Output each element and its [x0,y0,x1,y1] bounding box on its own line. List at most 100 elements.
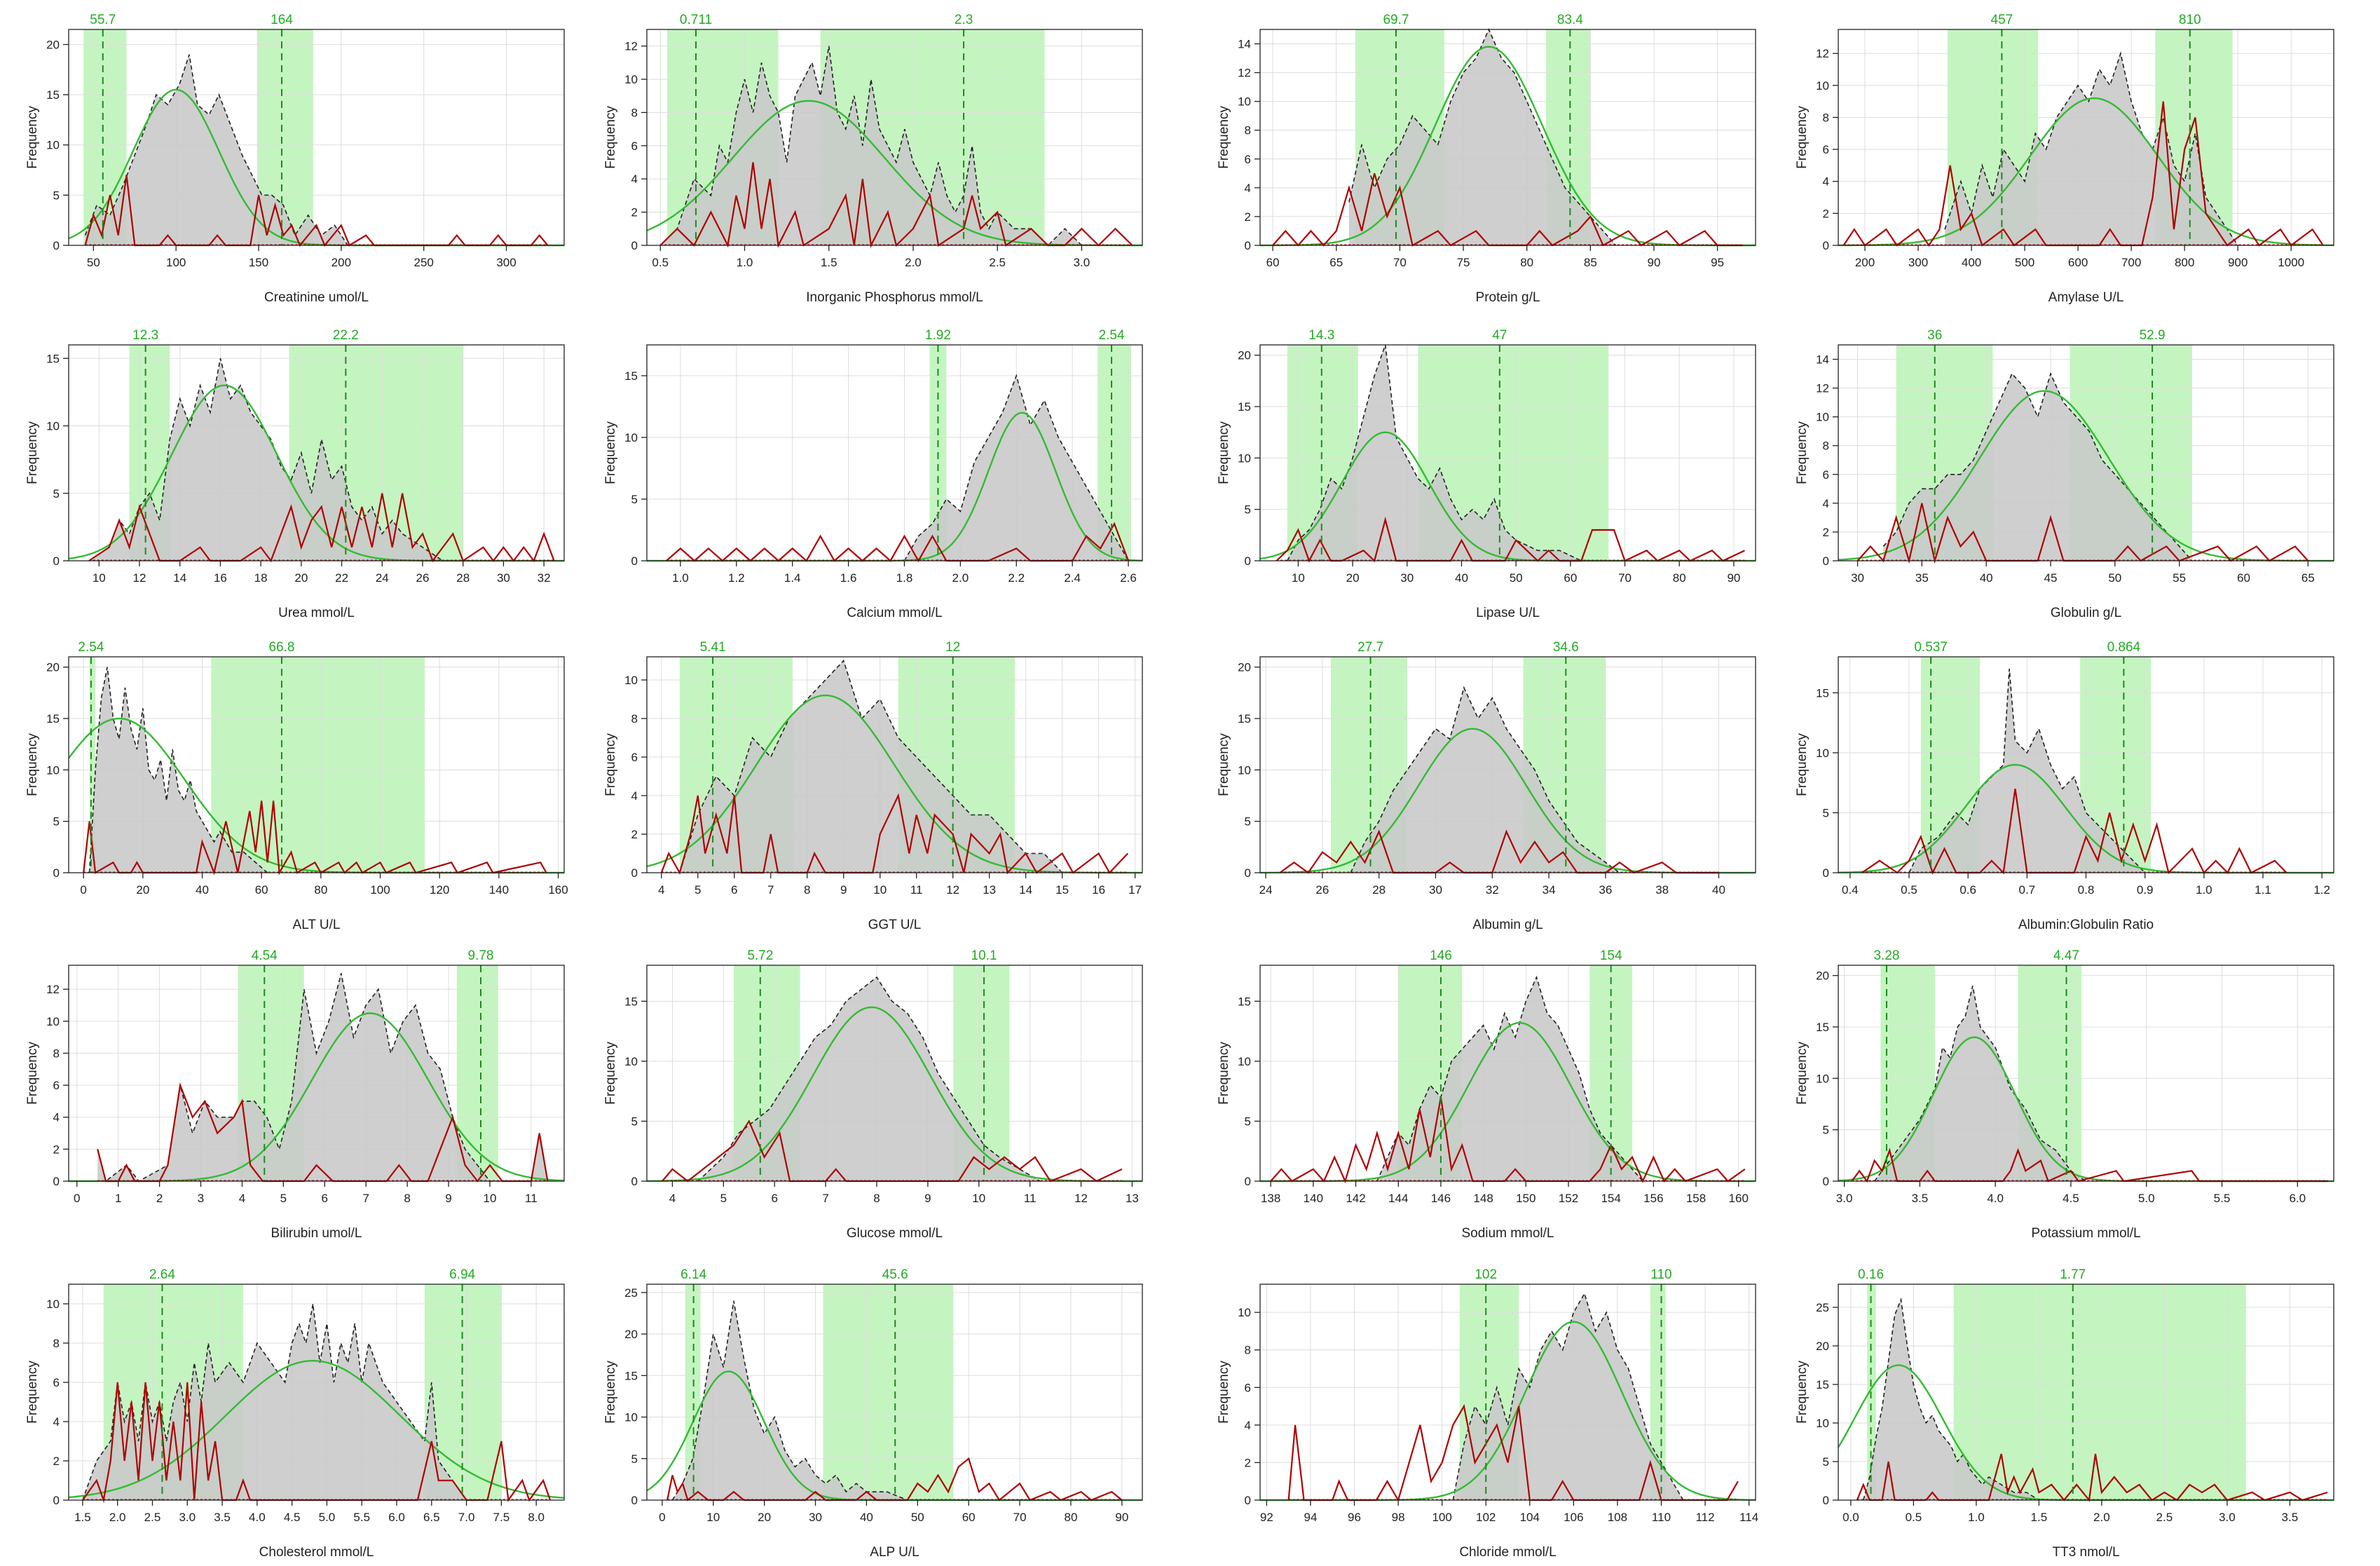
y-tick-label: 0 [53,1494,60,1507]
x-tick-label: 32 [1486,883,1499,897]
x-axis-title: Protein g/L [1476,290,1540,305]
limit-label: 45.6 [882,1267,908,1282]
y-tick-label: 5 [53,487,60,501]
histogram-chart: 6.14 45.6 0 10 20 30 40 50 60 70 80 90 0 5 10 15 20 25 ALP… [603,1267,1143,1560]
y-tick-label: 6 [1823,143,1829,156]
x-tick-label: 24 [1259,883,1273,897]
y-axis-title: Frequency [25,1361,40,1424]
plot-frame [646,344,1143,561]
y-tick-label: 4 [1823,497,1829,510]
x-tick-label: 4.5 [2063,1192,2079,1205]
histogram-area [97,973,548,1181]
limit-label: 3.28 [1873,948,1899,963]
limit-label: 55.7 [90,13,116,27]
y-tick-label: 8 [53,1337,60,1350]
histogram-area [1909,669,2145,873]
x-tick-label: 7.0 [458,1511,475,1524]
limit-label: 6.14 [681,1267,706,1282]
y-tick-label: 8 [1245,1344,1251,1357]
x-tick-label: 20 [294,571,308,585]
y-tick-label: 10 [1816,411,1829,424]
limit-label: 83.4 [1557,13,1583,27]
x-tick-label: 75 [1457,256,1470,269]
x-tick-label: 3.5 [1912,1192,1929,1205]
reference-series-line [1270,1097,1746,1184]
y-tick-label: 15 [1238,400,1251,414]
x-tick-label: 7 [822,1192,828,1205]
x-tick-label: 9 [924,1192,931,1205]
plot-frame [646,29,1143,246]
histogram-chart: 55.7 164 50 100 150 200 250 300 0 5 10 15 20 Creatini… [25,13,565,305]
x-tick-label: 36 [1599,883,1612,897]
x-axis-title: Inorganic Phosphorus mmol/L [806,290,983,305]
x-tick-label: 80 [1520,256,1533,269]
limit-label: 4.47 [2053,948,2079,963]
limit-label: 102 [1475,1267,1497,1282]
chart-panel: 55.7 164 50 100 150 200 250 300 0 5 10 15 20 Creatini… [14,7,575,308]
x-tick-label: 1.0 [672,571,689,585]
y-tick-label: 5 [1823,1455,1829,1469]
normal-curve [1838,97,2334,247]
x-tick-label: 35 [1915,571,1929,585]
x-tick-label: 102 [1476,1511,1496,1524]
histogram-chart: 2.64 6.94 1.5 2.0 2.5 3.0 3.5 4.0 4.5 5.0 5.5 6.0 6.… [25,1267,565,1560]
x-tick-label: 1000 [2278,256,2304,269]
x-tick-label: 30 [1851,571,1864,585]
x-tick-label: 150 [1516,1192,1536,1205]
y-axis-title: Frequency [1217,1042,1231,1105]
x-tick-label: 10 [706,1511,720,1524]
plot-frame [646,1284,1143,1501]
histogram-outline [1908,669,2146,873]
y-tick-label: 15 [1816,686,1829,700]
y-axis-title: Frequency [25,1042,40,1105]
x-tick-label: 0.4 [1842,883,1859,897]
y-tick-label: 0 [1823,1494,1829,1507]
x-tick-label: 300 [496,256,516,269]
reference-series-line [660,793,1129,875]
x-tick-label: 18 [254,571,268,585]
x-axis-title: Chloride mmol/L [1459,1545,1556,1560]
x-tick-label: 150 [249,256,268,269]
x-tick-label: 28 [1372,883,1386,897]
chart-panel: 5.41 12 4 5 6 7 8 9 10 11 12 13 14 15 16 17 0 2 4 6 8 10 GGT U… [592,634,1153,936]
histogram-area [697,977,1041,1181]
chart-panel: 5.72 10.1 4 5 6 7 8 9 10 11 12 13 0 5 10 15 Glucose mmol… [592,943,1153,1244]
limit-label: 34.6 [1553,640,1579,655]
y-tick-label: 4 [53,1111,60,1124]
y-tick-label: 15 [46,88,60,102]
y-tick-label: 2 [1245,210,1251,224]
x-tick-label: 10 [1292,571,1305,585]
normal-curve [647,1006,1142,1183]
x-tick-label: 40 [860,1511,873,1524]
x-tick-label: 1.5 [2031,1511,2048,1524]
limit-label: 110 [1650,1267,1671,1282]
x-tick-label: 5.5 [2214,1192,2231,1205]
x-tick-label: 26 [416,571,430,585]
chart-panel: 0.16 1.77 0.0 0.5 1.0 1.5 2.0 2.5 3.0 3.5 0 5 10 15 20… [1784,1262,2344,1563]
chart-panel: 457 810 200 300 400 500 600 700 800 900 1000 0 2 4 6 8 1… [1784,7,2344,308]
x-tick-label: 8 [804,883,810,897]
x-tick-label: 11 [525,1192,538,1205]
y-tick-label: 10 [1238,1055,1251,1068]
y-tick-label: 8 [631,712,638,726]
histogram-outline [1452,1292,1684,1501]
y-axis-title: Frequency [1795,106,1810,169]
x-tick-label: 1 [115,1192,121,1205]
x-tick-label: 96 [1348,1511,1361,1524]
x-axis-title: Bilirubin umol/L [271,1226,362,1241]
y-tick-label: 20 [624,1328,638,1341]
x-tick-label: 7.5 [493,1511,510,1524]
x-tick-label: 4 [239,1192,245,1205]
histogram-outline [1874,986,2086,1182]
x-tick-label: 3.0 [1836,1192,1853,1205]
reference-series-line [662,1119,1123,1183]
x-tick-label: 65 [1329,256,1343,269]
x-tick-label: 2.0 [2093,1511,2110,1524]
y-tick-label: 0 [631,239,638,252]
x-tick-label: 80 [1673,571,1686,585]
limit-label: 47 [1492,328,1507,343]
limit-label: 1.77 [2060,1267,2086,1282]
histogram-outline [1863,1297,2039,1501]
y-axis-title: Frequency [1217,1361,1231,1424]
reference-series-line [1272,173,1743,247]
